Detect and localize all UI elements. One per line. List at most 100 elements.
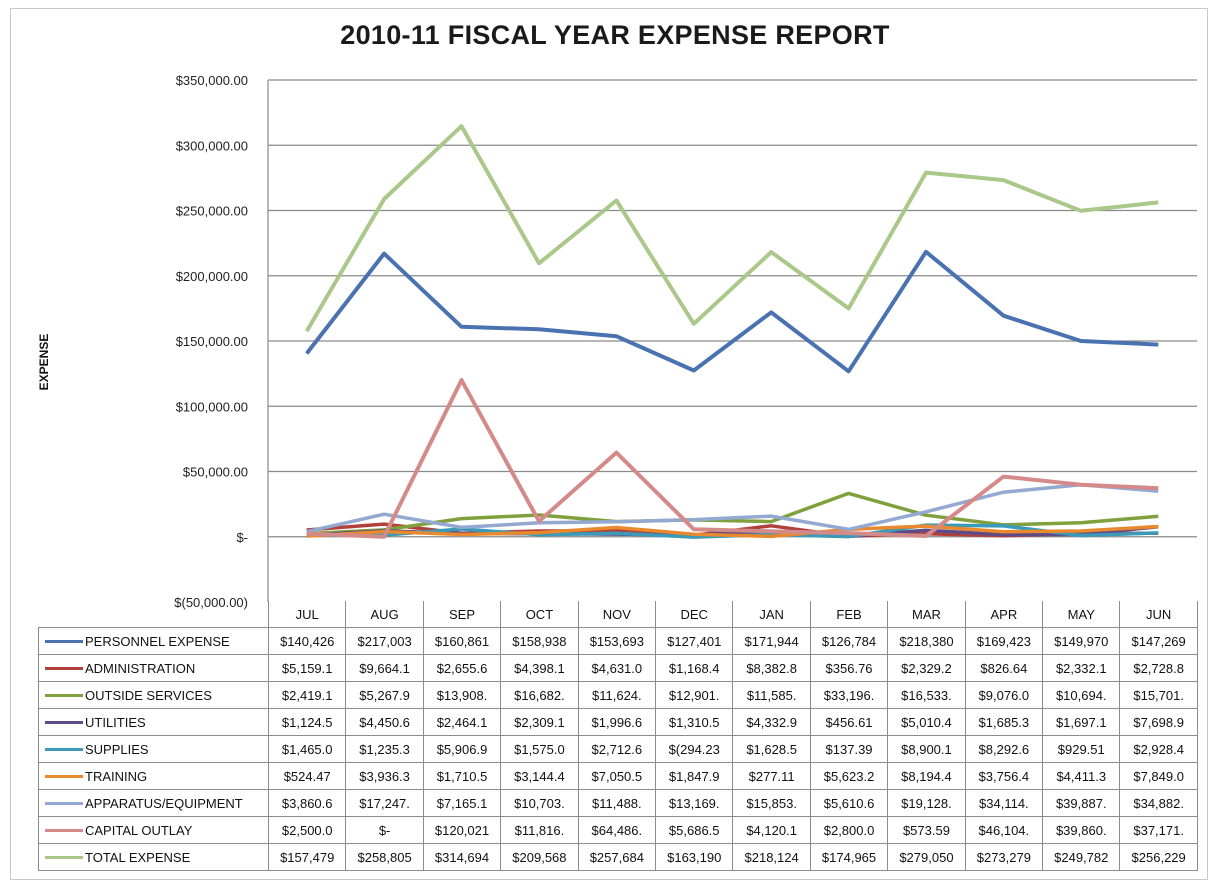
data-cell: $12,901. — [655, 681, 734, 709]
table-row: UTILITIES $1,124.5 $4,450.6 $2,464.1 $2,309.… — [38, 708, 1198, 736]
data-cell: $16,682. — [500, 681, 579, 709]
data-cell: $9,664.1 — [345, 654, 424, 682]
data-cell: $273,279 — [964, 843, 1044, 871]
data-cell: $4,450.6 — [345, 708, 424, 736]
y-tick-label: $250,000.00 — [176, 204, 248, 219]
x-tick-label: AUG — [345, 601, 424, 628]
x-tick-label: DEC — [655, 601, 734, 628]
series-name: TOTAL EXPENSE — [85, 849, 191, 865]
data-cell: $7,165.1 — [422, 789, 502, 817]
legend-swatch — [45, 639, 83, 643]
data-cell: $171,944 — [732, 627, 811, 655]
legend-swatch — [45, 747, 83, 751]
data-cell: $39,860. — [1042, 816, 1121, 844]
data-cell: $1,628.5 — [732, 735, 811, 763]
data-cell: $5,010.4 — [887, 708, 966, 736]
data-cell: $140,426 — [267, 627, 347, 655]
data-cell: $34,882. — [1119, 789, 1198, 817]
data-cell: $64,486. — [577, 816, 657, 844]
x-tick-label: JUL — [267, 601, 347, 628]
data-cell: $4,398.1 — [500, 654, 579, 682]
series-name: ADMINISTRATION — [85, 660, 196, 676]
table-row: APPARATUS/EQUIPMENT $3,860.6 $17,247. $7,16… — [38, 789, 1198, 817]
data-cell: $11,488. — [577, 789, 657, 817]
table-row: ADMINISTRATION $5,159.1 $9,664.1 $2,655.6 $4… — [38, 654, 1198, 682]
data-cell: $5,906.9 — [422, 735, 502, 763]
data-cell: $929.51 — [1042, 735, 1121, 763]
legend-entry: PERSONNEL EXPENSE — [38, 627, 269, 655]
data-cell: $5,610.6 — [809, 789, 889, 817]
y-tick-label: $300,000.00 — [176, 138, 248, 153]
data-cell: $16,533. — [887, 681, 966, 709]
data-cell: $- — [345, 816, 424, 844]
data-cell: $573.59 — [887, 816, 966, 844]
data-cell: $2,655.6 — [422, 654, 502, 682]
data-cell: $218,124 — [732, 843, 811, 871]
data-cell: $8,382.8 — [732, 654, 811, 682]
data-cell: $7,849.0 — [1119, 762, 1198, 790]
series-name: UTILITIES — [85, 714, 146, 730]
data-cell: $158,938 — [500, 627, 579, 655]
data-cell: $15,701. — [1119, 681, 1198, 709]
table-row: TRAINING $524.47 $3,936.3 $1,710.5 $3,144.4 $… — [38, 762, 1198, 790]
legend-swatch — [45, 666, 83, 670]
data-cell: $169,423 — [964, 627, 1044, 655]
series-line-outside-services — [306, 491, 1159, 536]
legend-entry: OUTSIDE SERVICES — [38, 681, 269, 709]
y-tick-label: $150,000.00 — [176, 334, 248, 349]
data-cell: $39,887. — [1042, 789, 1121, 817]
data-cell: $1,465.0 — [267, 735, 347, 763]
category-header-row: JUL AUG SEP OCT NOV DEC JAN FEB MAR APR MAY JUN — [38, 601, 1198, 628]
legend-entry: ADMINISTRATION — [38, 654, 269, 682]
series-name: PERSONNEL EXPENSE — [85, 633, 230, 649]
data-cell: $2,309.1 — [500, 708, 579, 736]
data-cell: $2,329.2 — [887, 654, 966, 682]
data-cell: $2,464.1 — [422, 708, 502, 736]
data-cell: $13,169. — [655, 789, 734, 817]
table-row: CAPITAL OUTLAY $2,500.0 $- $120,021 $11,816.… — [38, 816, 1198, 844]
data-cell: $4,631.0 — [577, 654, 657, 682]
data-cell: $9,076.0 — [964, 681, 1044, 709]
y-tick-label: $200,000.00 — [176, 269, 248, 284]
data-cell: $1,847.9 — [655, 762, 734, 790]
legend-swatch — [45, 801, 83, 805]
data-cell: $3,144.4 — [500, 762, 579, 790]
data-cell: $249,782 — [1042, 843, 1121, 871]
data-cell: $34,114. — [964, 789, 1044, 817]
table-row: PERSONNEL EXPENSE $140,426 $217,003 $160,86… — [38, 627, 1198, 655]
data-cell: $8,900.1 — [887, 735, 966, 763]
x-tick-label: APR — [964, 601, 1044, 628]
data-cell: $153,693 — [577, 627, 657, 655]
data-cell: $524.47 — [267, 762, 347, 790]
series-lines — [304, 124, 1159, 539]
data-cell: $19,128. — [887, 789, 966, 817]
y-tick-label: $50,000.00 — [183, 465, 248, 480]
data-cell: $3,860.6 — [267, 789, 347, 817]
data-cell: $7,698.9 — [1119, 708, 1198, 736]
data-cell: $10,703. — [500, 789, 579, 817]
data-cell: $258,805 — [345, 843, 424, 871]
series-name: SUPPLIES — [85, 741, 149, 757]
legend-entry: APPARATUS/EQUIPMENT — [38, 789, 269, 817]
data-cell: $209,568 — [500, 843, 579, 871]
data-cell: $15,853. — [732, 789, 811, 817]
y-tick-label: $- — [236, 530, 248, 545]
data-cell: $37,171. — [1119, 816, 1198, 844]
series-name: APPARATUS/EQUIPMENT — [85, 795, 243, 811]
data-cell: $5,267.9 — [345, 681, 424, 709]
data-cell: $11,624. — [577, 681, 657, 709]
data-cell: $256,229 — [1119, 843, 1198, 871]
data-cell: $2,728.8 — [1119, 654, 1198, 682]
data-cell: $5,686.5 — [655, 816, 734, 844]
data-cell: $1,996.6 — [577, 708, 657, 736]
data-cell: $8,194.4 — [887, 762, 966, 790]
data-cell: $160,861 — [422, 627, 502, 655]
data-cell: $2,332.1 — [1042, 654, 1121, 682]
y-tick-label: $350,000.00 — [176, 73, 248, 88]
series-name: CAPITAL OUTLAY — [85, 822, 193, 838]
data-cell: $2,928.4 — [1119, 735, 1198, 763]
table-corner — [38, 601, 269, 628]
data-cell: $1,697.1 — [1042, 708, 1121, 736]
data-cell: $356.76 — [809, 654, 889, 682]
